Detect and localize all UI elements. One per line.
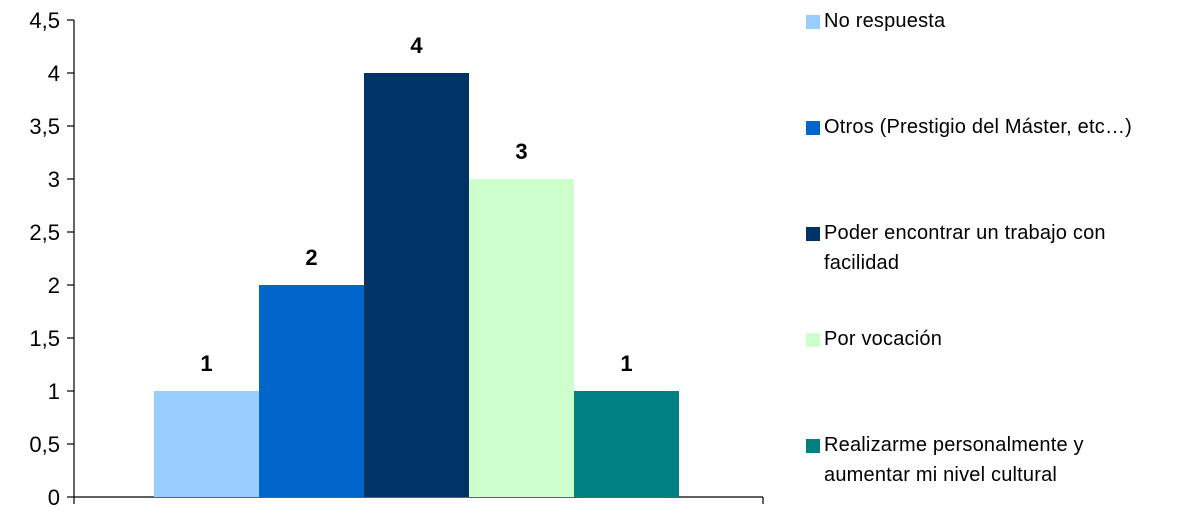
data-label: 4	[410, 33, 423, 58]
y-tick-label: 2,5	[29, 220, 60, 245]
legend-swatch	[806, 227, 820, 241]
y-tick-label: 3,5	[29, 114, 60, 139]
bar	[154, 391, 259, 497]
legend-swatch	[806, 333, 820, 347]
bar	[259, 285, 364, 497]
data-label: 3	[515, 139, 527, 164]
y-tick-label: 3	[48, 167, 60, 192]
y-tick-label: 2	[48, 273, 60, 298]
bar	[364, 73, 469, 497]
legend-label: No respuesta	[824, 10, 946, 32]
legend-swatch	[806, 15, 820, 29]
legend-item: Poder encontrar un trabajo con facilidad	[806, 218, 1198, 278]
data-label: 1	[620, 351, 632, 376]
data-label: 1	[200, 351, 212, 376]
data-labels: 1 2 4 3 1	[200, 33, 632, 376]
y-tick-label: 4,5	[29, 8, 60, 33]
legend-label: aumentar mi nivel cultural	[824, 464, 1058, 486]
y-tick-label: 0,5	[29, 432, 60, 457]
bar	[574, 391, 679, 497]
legend-swatch	[806, 121, 820, 135]
y-tick-label: 0	[48, 485, 60, 510]
legend-label: Otros (Prestigio del Máster, etc…)	[824, 116, 1133, 138]
legend-item: Otros (Prestigio del Máster, etc…)	[806, 112, 1198, 142]
legend-item: Por vocación	[806, 324, 1198, 354]
legend-swatch	[806, 439, 820, 453]
legend-item: No respuesta	[806, 6, 1198, 36]
y-tick-label: 1,5	[29, 326, 60, 351]
bar	[469, 179, 574, 497]
legend-label: Poder encontrar un trabajo con	[824, 222, 1106, 244]
bars	[154, 73, 679, 497]
data-label: 2	[305, 245, 317, 270]
legend-item: Realizarme personalmente y aumentar mi ni…	[806, 430, 1198, 490]
legend-label: Por vocación	[824, 328, 943, 350]
y-tick-label: 1	[48, 379, 60, 404]
y-tick-label: 4	[48, 61, 60, 86]
legend-label: Realizarme personalmente y	[824, 434, 1084, 456]
legend-label: facilidad	[824, 252, 900, 274]
chart-plot-area: 0 0,5 1 1,5 2 2,5 3 3,5 4 4,5 1 2 4 3 1	[29, 8, 764, 510]
legend: No respuesta Otros (Prestigio del Máster,…	[806, 0, 1201, 510]
